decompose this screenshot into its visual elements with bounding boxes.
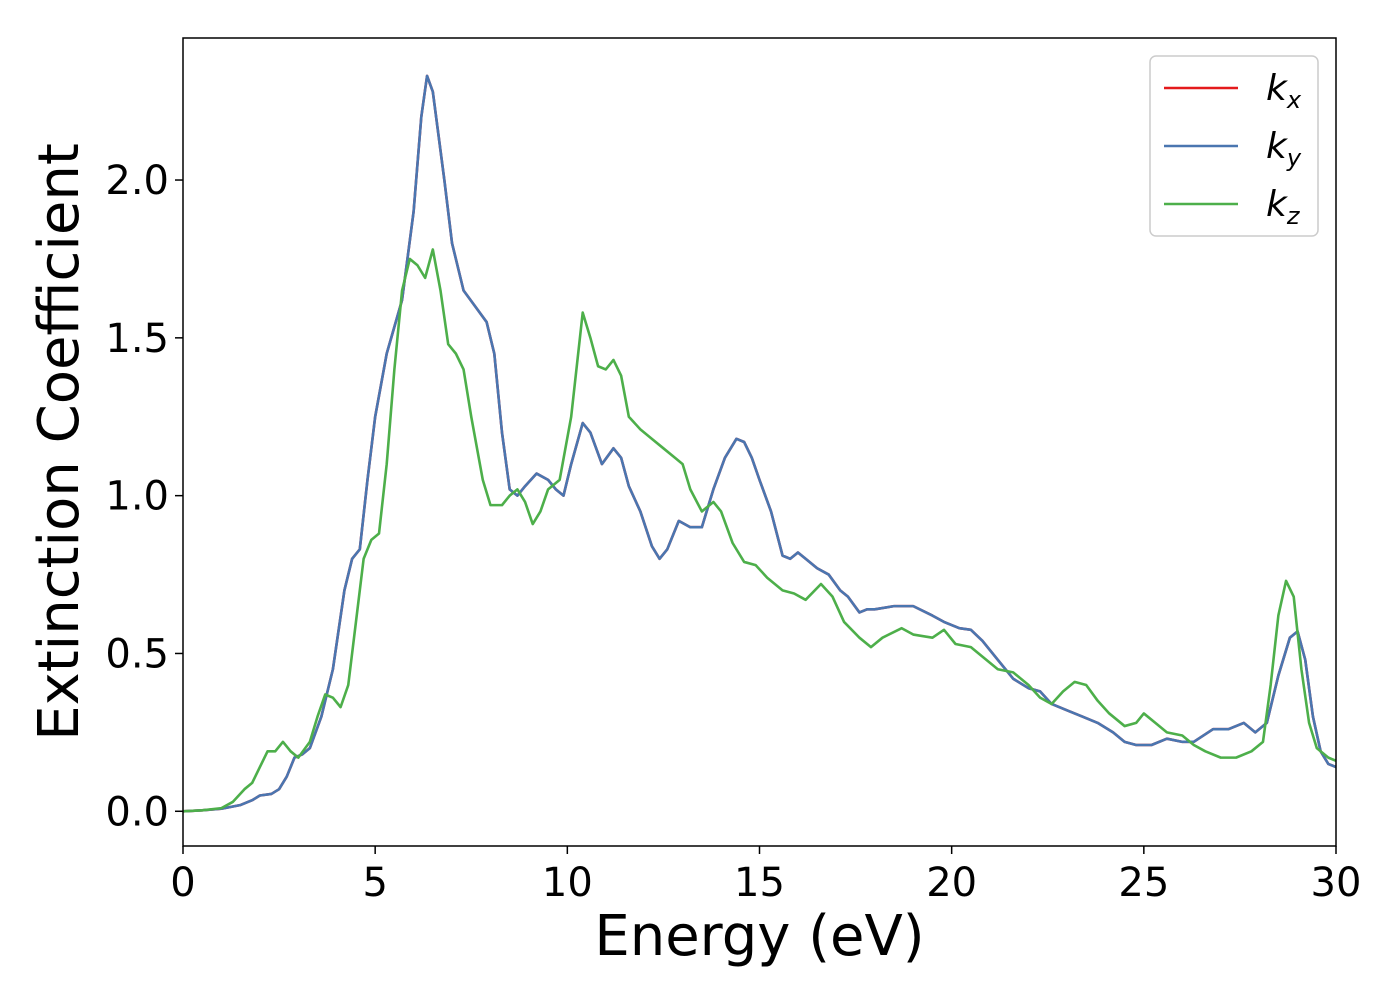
legend: kx ky kz — [1149, 55, 1319, 237]
x-tick-label: 5 — [362, 860, 387, 906]
y-tick-label: 2.0 — [105, 158, 169, 204]
series-line-kz — [183, 248, 1336, 813]
y-tick-label: 0.0 — [105, 789, 169, 835]
x-tick-label: 25 — [1118, 860, 1169, 906]
y-axis-label: Extinction Coefficient — [27, 143, 92, 741]
legend-label-ky: ky — [1266, 126, 1302, 172]
axis-ticks: 0 5 10 15 20 25 30 0.0 0.5 1.0 1.5 2.0 — [105, 158, 1361, 906]
x-axis-label: Energy (eV) — [594, 904, 924, 969]
legend-label-kx: kx — [1266, 68, 1302, 114]
x-tick-label: 10 — [542, 860, 593, 906]
x-tick-label: 20 — [926, 860, 977, 906]
x-tick-label: 15 — [734, 860, 785, 906]
legend-label-kz: kz — [1266, 184, 1301, 230]
x-tick-label: 0 — [170, 860, 195, 906]
x-tick-label: 30 — [1311, 860, 1362, 906]
y-tick-label: 1.5 — [105, 316, 169, 362]
plot-area — [183, 74, 1336, 813]
y-tick-label: 0.5 — [105, 631, 169, 677]
y-tick-label: 1.0 — [105, 474, 169, 520]
